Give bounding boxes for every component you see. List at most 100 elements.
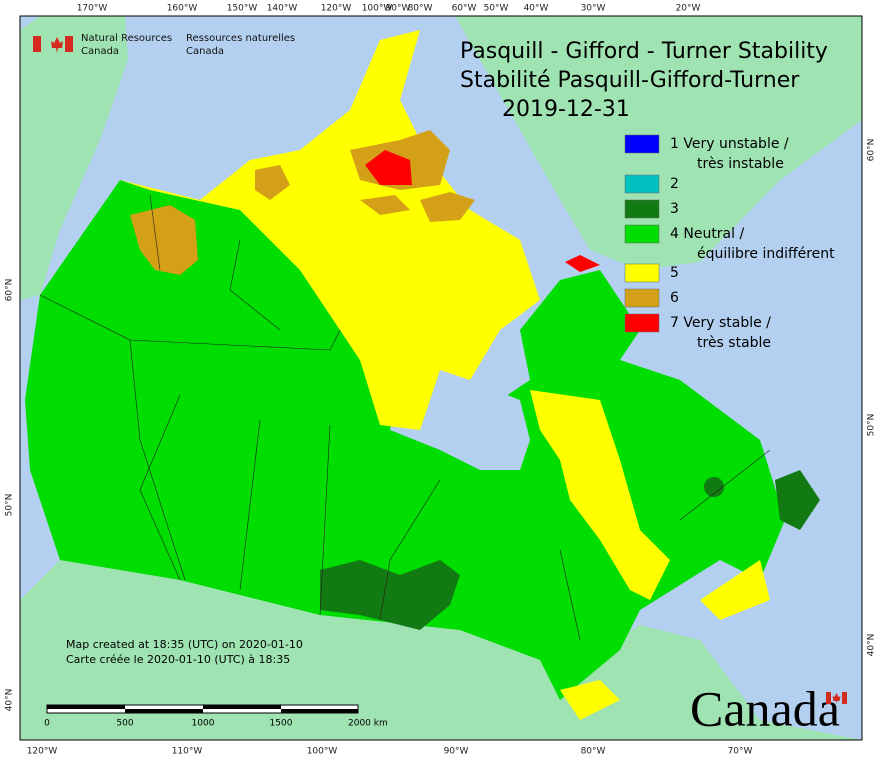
legend-swatch (624, 199, 660, 219)
flag-bar (842, 692, 847, 704)
lat-label: 60°N (5, 279, 15, 302)
lon-label: 90°W (386, 4, 411, 14)
region-7-b (565, 255, 600, 272)
boundary (319, 424, 331, 616)
lon-label: 30°W (581, 4, 606, 14)
region-5-quebec (530, 390, 670, 600)
credit: Carte créée le 2020-01-10 (UTC) à 18:35 (66, 653, 290, 666)
alaska (20, 16, 128, 300)
lon-label: 110°W (172, 747, 203, 757)
lon-label: 20°W (676, 4, 701, 14)
lat-label: 60°N (867, 139, 877, 162)
stability-regions (25, 30, 820, 720)
scale-label: 2000 km (348, 719, 388, 729)
boundaries (39, 194, 771, 641)
title: Stabilité Pasquill-Gifford-Turner (460, 68, 800, 93)
scale-seg (281, 709, 358, 713)
lon-label: 90°W (444, 747, 469, 757)
legend-label: 4 Neutral / (670, 226, 744, 242)
legend-label: équilibre indifférent (697, 246, 835, 262)
lon-label: 170°W (77, 4, 108, 14)
lon-label: 80°W (408, 4, 433, 14)
lon-label: 60°W (452, 4, 477, 14)
lat-label: 50°N (5, 494, 15, 517)
region-7-a (365, 150, 412, 185)
lon-label: 150°W (227, 4, 258, 14)
boundary (559, 549, 581, 641)
legend-label: 2 (670, 176, 679, 192)
region-6-west (130, 205, 198, 275)
maple-leaf (832, 693, 841, 704)
legend: 1 Very unstable / très instable 2 3 4 Neutra… (624, 134, 835, 351)
org-fr: Ressources naturelles (186, 33, 295, 44)
lon-label: 120°W (321, 4, 352, 14)
scale-seg (125, 709, 203, 713)
lon-label: 140°W (267, 4, 298, 14)
region-6-d (360, 195, 410, 215)
boundary (139, 394, 181, 581)
region-3-b (775, 470, 820, 530)
lat-label: 40°N (867, 634, 877, 657)
scale-label: 1000 (192, 719, 215, 729)
header: Natural Resources Canada Ressources natu… (33, 33, 295, 57)
lon-label: 120°W (27, 747, 58, 757)
legend-label: très stable (697, 335, 771, 351)
flag-bar (33, 36, 41, 52)
title: Pasquill - Gifford - Turner Stability (460, 39, 828, 64)
legend-swatch (624, 263, 660, 283)
boundary (679, 449, 771, 521)
region-neutral (25, 180, 785, 700)
credit: Map created at 18:35 (UTC) on 2020-01-10 (66, 638, 303, 651)
legend-label: 3 (670, 201, 679, 217)
legend-label: 5 (670, 265, 679, 281)
boundary (129, 339, 186, 581)
org-en: Canada (81, 46, 119, 57)
usa (20, 560, 862, 740)
boundary (149, 194, 161, 271)
region-5-north (120, 30, 540, 430)
region-6-a (255, 165, 290, 200)
lat-label: 50°N (867, 414, 877, 437)
region-3-a (320, 560, 460, 630)
lon-label: 80°W (581, 747, 606, 757)
boundary (239, 419, 261, 591)
legend-swatch (624, 288, 660, 308)
boundary (229, 239, 281, 331)
legend-label: 7 Very stable / (670, 315, 771, 331)
region-6-c (420, 192, 475, 222)
flag-bar (826, 692, 831, 704)
flag-bar (65, 36, 73, 52)
legend-label: 6 (670, 290, 679, 306)
scale-bar: 0 500 1000 1500 2000 km (44, 704, 388, 729)
legend-label: très instable (697, 156, 784, 172)
region-5-ontario (560, 680, 620, 720)
region-5-east (700, 560, 770, 620)
scale-seg (47, 705, 125, 709)
maple-leaf (51, 37, 63, 53)
legend-swatch (624, 313, 660, 333)
lon-label: 100°W (307, 747, 338, 757)
org-fr: Canada (186, 46, 224, 57)
scale-label: 1500 (270, 719, 293, 729)
canada-wordmark: Canada (690, 680, 840, 736)
lon-label: 160°W (167, 4, 198, 14)
legend-label: 1 Very unstable / (670, 136, 789, 152)
legend-swatch (624, 224, 660, 244)
date: 2019-12-31 (502, 97, 630, 122)
lat-label: 40°N (5, 689, 15, 712)
wordmark: Canada (690, 680, 847, 736)
scale-label: 0 (44, 719, 50, 729)
boundary (379, 479, 441, 621)
graticule-labels: 170°W 160°W 150°W 140°W 120°W 100°W 90°W… (5, 4, 877, 757)
legend-swatch (624, 134, 660, 154)
region-3-c (704, 477, 724, 497)
lon-label: 70°W (728, 747, 753, 757)
legend-swatch (624, 174, 660, 194)
lon-label: 40°W (524, 4, 549, 14)
scale-label: 500 (116, 719, 133, 729)
scale-seg (203, 705, 281, 709)
boundary (39, 294, 341, 351)
org-en: Natural Resources (81, 33, 172, 44)
lon-label: 100°W (362, 4, 393, 14)
